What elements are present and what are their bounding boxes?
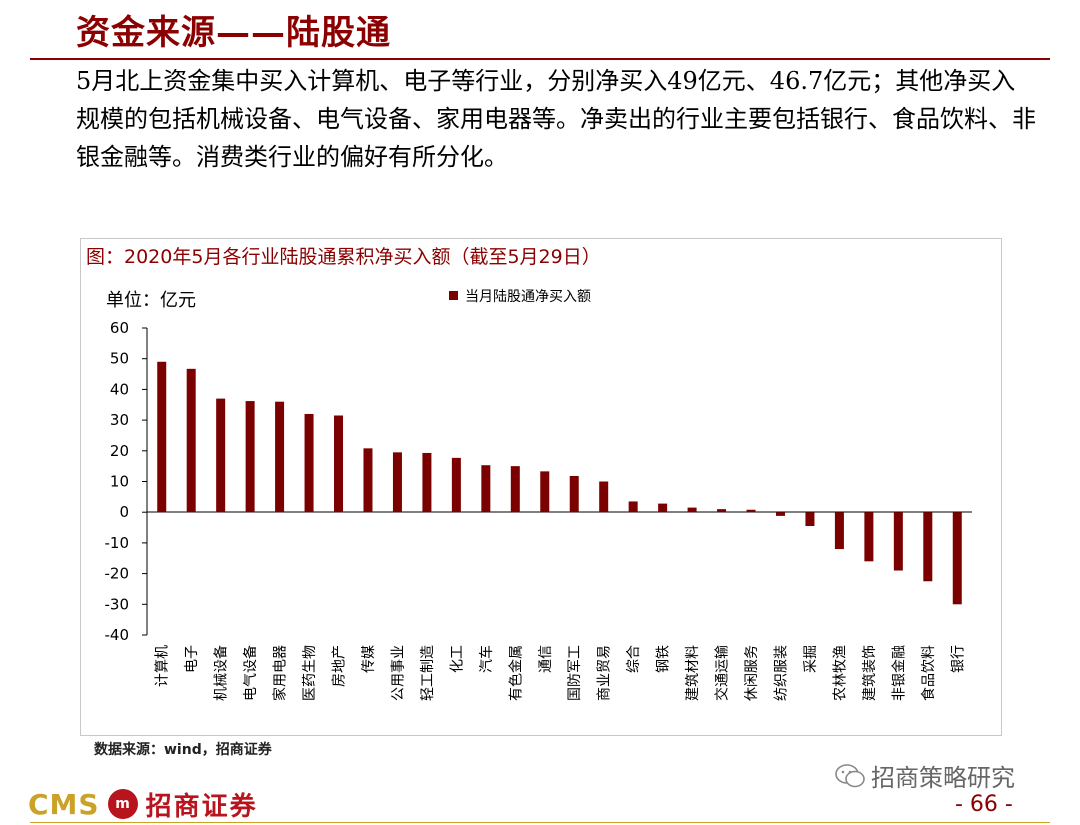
x-category-label: 通信: [538, 645, 554, 673]
y-tick-label: -30: [105, 595, 130, 613]
y-tick-label: 30: [110, 411, 129, 429]
bar: [216, 398, 226, 513]
body-paragraph: 5月北上资金集中买入计算机、电子等行业，分别净买入49亿元、46.7亿元；其他净…: [76, 67, 1036, 171]
x-category-label: 钢铁: [656, 645, 672, 673]
y-tick-label: -40: [105, 626, 130, 644]
bar: [923, 512, 933, 582]
bar: [186, 368, 196, 513]
y-tick-label: 10: [110, 473, 129, 491]
bar: [245, 401, 255, 513]
bar: [658, 503, 668, 513]
bar: [304, 413, 314, 513]
legend-label: 当月陆股通净买入额: [465, 289, 591, 305]
x-category-label: 机械设备: [213, 645, 230, 701]
bar-series: [157, 361, 962, 605]
x-category-label: 国防军工: [567, 645, 583, 701]
footer-divider: [30, 822, 1050, 823]
bar: [363, 448, 373, 513]
y-tick-label: 0: [119, 503, 129, 521]
y-tick-label: -20: [105, 565, 130, 583]
bar: [510, 466, 520, 513]
bar: [275, 401, 285, 513]
x-category-label: 化工: [449, 645, 465, 673]
wechat-icon: [835, 763, 865, 787]
x-category-label: 综合: [626, 645, 642, 673]
x-category-label: 纺织服装: [773, 645, 789, 701]
x-category-label: 商业贸易: [597, 645, 613, 701]
x-category-label: 建筑装饰: [862, 645, 878, 701]
x-category-label: 交通运输: [714, 645, 731, 701]
bar: [717, 509, 727, 513]
x-category-label: 银行: [950, 645, 966, 673]
page-title: 资金来源——陆股通: [76, 13, 391, 53]
x-category-label: 房地产: [332, 645, 348, 687]
x-category-label: 传媒: [361, 645, 377, 673]
figure-caption: 图：2020年5月各行业陆股通累积净买入额（截至5月29日）: [86, 246, 601, 268]
brand-chinese-name: 招商证券: [145, 791, 258, 822]
bar: [628, 501, 638, 513]
bar: [569, 475, 579, 513]
x-category-label: 医药生物: [302, 645, 318, 701]
y-tick-label: 60: [110, 319, 129, 337]
wechat-watermark: 招商策略研究: [835, 758, 1015, 793]
bar: [422, 452, 432, 513]
brand-mark-icon: m: [107, 789, 138, 819]
x-category-label: 电子: [184, 645, 200, 673]
x-category-label: 农林牧渔: [832, 645, 848, 701]
bar: [451, 457, 461, 513]
x-category-label: 电气设备: [242, 645, 259, 701]
bar: [334, 415, 344, 513]
source-note: 数据来源：wind，招商证券: [94, 742, 272, 758]
y-tick-label: -10: [105, 534, 130, 552]
bar: [540, 471, 550, 513]
wechat-label: 招商策略研究: [871, 764, 1015, 792]
x-category-label: 非银金融: [891, 645, 907, 701]
x-category-label: 轻工制造: [420, 645, 436, 701]
bar: [864, 512, 874, 562]
x-category-label: 汽车: [478, 645, 495, 673]
y-tick-label: 40: [110, 380, 129, 398]
bar: [805, 512, 815, 527]
unit-label: 单位：亿元: [106, 290, 196, 311]
page-number: - 66 -: [955, 792, 1013, 817]
bar: [157, 361, 167, 513]
x-category-label: 有色金属: [507, 645, 524, 701]
x-category-label: 建筑材料: [685, 645, 701, 701]
title-divider: [30, 58, 1050, 60]
bar: [746, 509, 756, 513]
y-tick-label: 50: [110, 350, 129, 368]
brand-logo: CMS m 招商证券: [28, 786, 258, 822]
y-axis-ticks: 60 50 40 30 20 10 0 -10 -20 -30 -40: [105, 319, 147, 644]
x-category-label: 计算机: [155, 645, 171, 687]
y-tick-label: 20: [110, 442, 129, 460]
bar: [775, 512, 785, 516]
brand-cms-text: CMS: [28, 787, 100, 821]
x-category-label: 公用事业: [390, 645, 406, 701]
bar: [687, 507, 697, 513]
bar: [893, 512, 903, 571]
x-axis-category-labels: 计算机 电子 机械设备 电气设备 家用电器 医药生物 房地产 传媒 公用事业 轻工制造 化工 汽车 有色…: [155, 645, 967, 701]
bar: [481, 465, 491, 513]
x-category-label: 休闲服务: [744, 645, 760, 701]
x-category-label: 食品饮料: [920, 645, 937, 701]
bar: [392, 452, 402, 513]
bar: [952, 512, 962, 605]
x-category-label: 采掘: [803, 645, 819, 673]
legend-swatch: [449, 291, 458, 300]
bar: [834, 512, 844, 550]
bar: [599, 481, 609, 513]
x-category-label: 家用电器: [272, 645, 289, 701]
